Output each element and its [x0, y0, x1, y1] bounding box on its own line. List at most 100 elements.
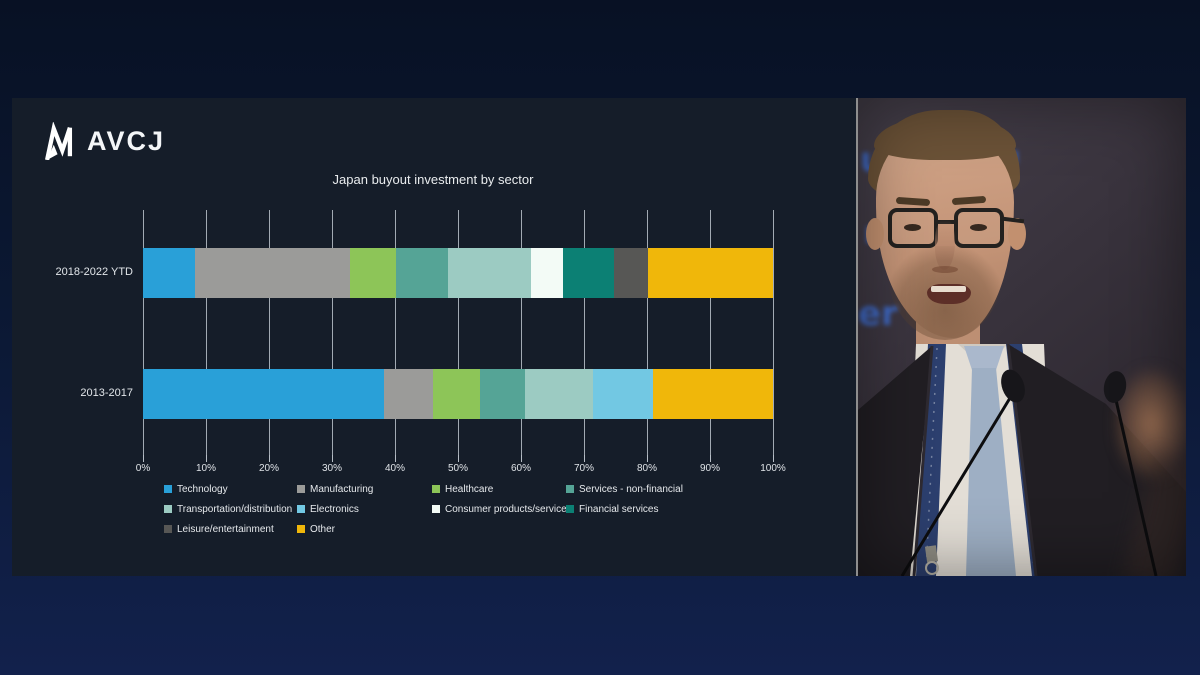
gridline	[647, 210, 648, 455]
bar-segment-Transportation/distribution	[524, 369, 594, 419]
presentation-slide: AVCJ Japan buyout investment by sector 0…	[12, 98, 856, 576]
bar-segment-Services - non-financial	[480, 369, 525, 419]
axis-tick-label: 20%	[258, 463, 280, 474]
speaker-eye	[904, 224, 921, 231]
bar-segment-Other	[653, 369, 773, 419]
legend-item: Manufacturing	[297, 482, 373, 496]
gridline	[710, 210, 711, 455]
axis-tick-label: 70%	[573, 463, 595, 474]
gridline	[395, 210, 396, 455]
speaker-mouth	[927, 284, 971, 304]
axis-tick	[521, 455, 522, 462]
microphone-head	[1001, 369, 1025, 403]
legend-label: Consumer products/services	[445, 503, 572, 515]
axis-tick-label: 60%	[510, 463, 532, 474]
legend-label: Transportation/distribution	[177, 503, 293, 515]
legend-swatch-Services - non-financial	[566, 485, 574, 493]
axis-tick	[206, 455, 207, 462]
legend-swatch-Manufacturing	[297, 485, 305, 493]
legend-item: Services - non-financial	[566, 482, 683, 496]
microphones	[900, 369, 1158, 576]
axis-tick	[143, 455, 144, 462]
legend-swatch-Healthcare	[432, 485, 440, 493]
axis-tick	[458, 455, 459, 462]
speaker-ear	[1008, 218, 1026, 250]
legend-swatch-Financial services	[566, 505, 574, 513]
bar-segment-Leisure/entertainment	[614, 248, 648, 298]
legend-label: Healthcare	[445, 483, 494, 495]
axis-tick	[584, 455, 585, 462]
gridline	[773, 210, 774, 455]
gridline	[206, 210, 207, 455]
bar-segment-Transportation/distribution	[447, 248, 532, 298]
avcj-logo: AVCJ	[42, 122, 165, 160]
bar-segment-Other	[647, 248, 773, 298]
legend-label: Leisure/entertainment	[177, 523, 274, 535]
microphone-head	[1103, 371, 1127, 403]
bar-segment-Consumer products/services	[531, 248, 563, 298]
axis-tick	[395, 455, 396, 462]
stacked-bar-2018-2022 YTD	[143, 248, 773, 298]
category-label: 2018-2022 YTD	[55, 266, 133, 278]
gridline	[143, 210, 144, 455]
bar-segment-Manufacturing	[384, 369, 433, 419]
legend-swatch-Electronics	[297, 505, 305, 513]
legend-swatch-Technology	[164, 485, 172, 493]
category-label: 2013-2017	[80, 387, 133, 399]
legend-label: Services - non-financial	[579, 483, 683, 495]
speaker-hairline	[874, 116, 1016, 160]
bar-segment-Technology	[143, 248, 195, 298]
axis-tick	[269, 455, 270, 462]
bar-segment-Services - non-financial	[396, 248, 448, 298]
axis-tick-label: 100%	[760, 463, 786, 474]
axis-tick-label: 40%	[384, 463, 406, 474]
logo-wordmark: AVCJ	[87, 125, 166, 156]
axis-tick-label: 50%	[447, 463, 469, 474]
legend-swatch-Other	[297, 525, 305, 533]
background-led-text: er	[858, 294, 898, 334]
speaker-teeth	[931, 286, 966, 292]
gridline	[458, 210, 459, 455]
legend-item: Transportation/distribution	[164, 502, 292, 516]
legend-item: Other	[297, 522, 335, 536]
chart-title: Japan buyout investment by sector	[332, 172, 534, 187]
legend-item: Technology	[164, 482, 228, 496]
legend-item: Healthcare	[432, 482, 493, 496]
speaker-eye	[970, 224, 987, 231]
legend-item: Electronics	[297, 502, 359, 516]
gridline	[584, 210, 585, 455]
axis-tick	[332, 455, 333, 462]
gridline	[269, 210, 270, 455]
speaker-video-panel: u ı er ıı	[856, 98, 1186, 576]
plot-area: 0% 10% 20% 30% 40% 50% 60% 70% 80% 90% 100%	[136, 210, 786, 474]
legend-swatch-Leisure/entertainment	[164, 525, 172, 533]
gridline	[332, 210, 333, 455]
bar-segment-Healthcare	[349, 248, 397, 298]
legend-item: Consumer products/services	[432, 502, 572, 516]
axis-tick-label: 90%	[699, 463, 721, 474]
stacked-bar-2013-2017	[143, 369, 773, 419]
legend-label: Electronics	[310, 503, 359, 515]
legend-item: Leisure/entertainment	[164, 522, 274, 536]
axis-tick-label: 30%	[321, 463, 343, 474]
bar-segment-Manufacturing	[194, 248, 350, 298]
axis-tick-label: 10%	[195, 463, 217, 474]
bar-segment-Financial services	[562, 248, 615, 298]
legend-label: Technology	[177, 483, 228, 495]
gridline	[521, 210, 522, 455]
axis-tick-label: 80%	[636, 463, 658, 474]
axis-tick	[773, 455, 774, 462]
legend-label: Other	[310, 523, 336, 535]
speaker	[858, 98, 1186, 576]
legend-label: Manufacturing	[310, 483, 374, 495]
axis-tick-label: 0%	[135, 463, 151, 474]
bar-segment-Healthcare	[432, 369, 481, 419]
bar-segment-Electronics	[593, 369, 654, 419]
speaker-ear	[866, 218, 884, 250]
legend-swatch-Transportation/distribution	[164, 505, 172, 513]
axis-tick	[647, 455, 648, 462]
legend-swatch-Consumer products/services	[432, 505, 440, 513]
legend-label: Financial services	[579, 503, 659, 515]
legend-item: Financial services	[566, 502, 658, 516]
